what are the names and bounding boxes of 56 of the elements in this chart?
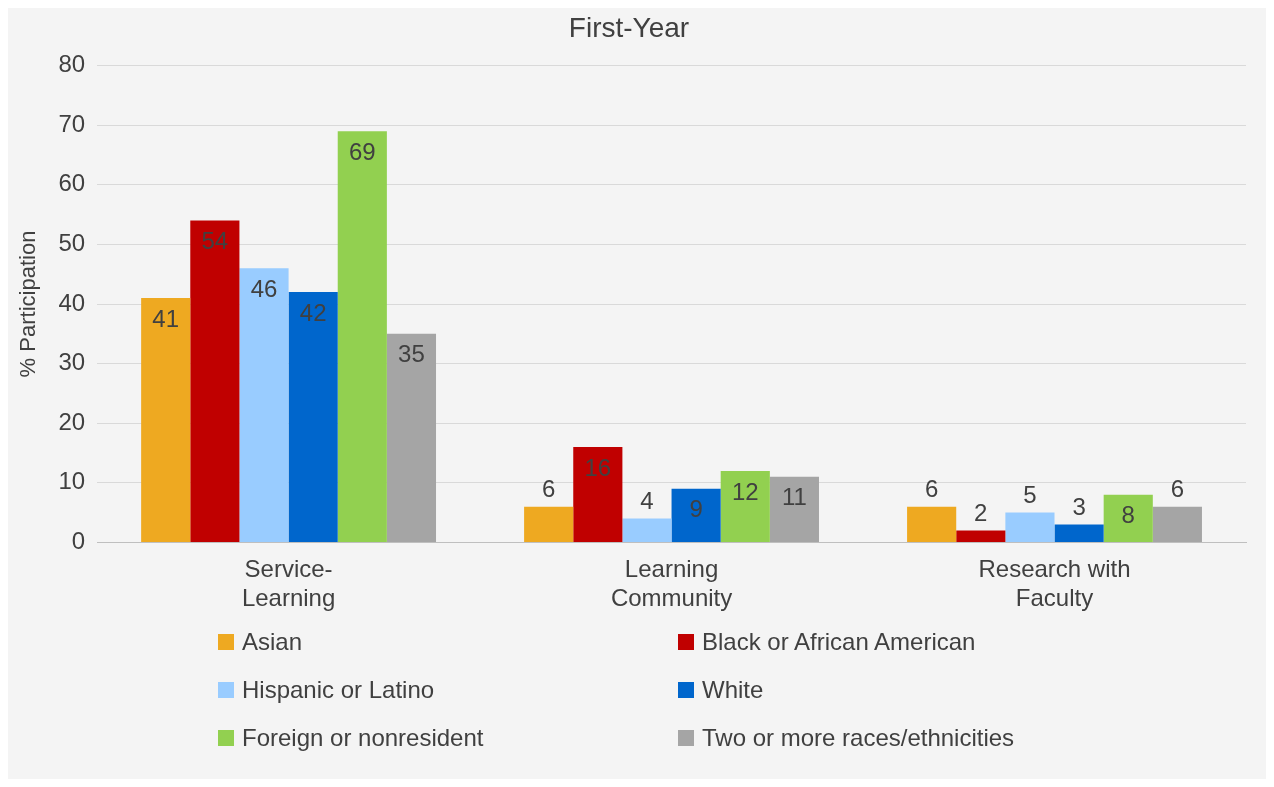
data-label: 16 [584, 453, 612, 481]
bar [573, 447, 623, 542]
y-tick-label: 50 [58, 229, 86, 257]
bar [337, 131, 387, 542]
y-tick-label: 70 [58, 109, 86, 137]
bar [141, 298, 191, 542]
bar [622, 518, 672, 542]
bar [1054, 524, 1104, 542]
data-label: 6 [1170, 475, 1185, 503]
bar [1103, 494, 1153, 542]
bar [671, 488, 721, 542]
data-label: 9 [689, 495, 703, 523]
bar [769, 476, 819, 542]
x-tick-label: Learning Community [610, 555, 733, 612]
data-label: 12 [731, 477, 759, 505]
legend-label: Black or African American [702, 628, 976, 656]
legend-label: Hispanic or Latino [242, 676, 435, 704]
y-tick-label: 60 [58, 169, 86, 197]
legend-label: Asian [242, 628, 303, 656]
data-label: 42 [299, 298, 327, 326]
bar [386, 333, 437, 542]
y-tick-label: 40 [58, 288, 86, 316]
data-label: 46 [250, 274, 278, 302]
data-label: 2 [974, 499, 988, 527]
legend-label: White [702, 676, 764, 704]
bar [1005, 512, 1055, 542]
x-tick-label: Research with Faculty [978, 555, 1131, 612]
data-label: 3 [1072, 493, 1086, 521]
data-label: 69 [348, 137, 376, 165]
data-label: 4 [640, 487, 654, 515]
data-label: 11 [781, 483, 807, 511]
data-label: 6 [924, 475, 939, 503]
bar [239, 268, 289, 542]
data-label: 6 [542, 475, 556, 503]
bar [190, 220, 240, 542]
y-tick-label: 80 [58, 50, 86, 78]
data-label: 5 [1023, 481, 1037, 509]
y-tick-label: 10 [58, 467, 86, 495]
y-tick-label: 20 [58, 407, 86, 435]
chart-title: First-Year [568, 11, 690, 43]
y-axis-title: % Participation [15, 230, 41, 378]
bar [956, 530, 1006, 542]
y-tick-label: 0 [71, 527, 86, 555]
bar [288, 292, 338, 542]
data-label: 8 [1121, 501, 1135, 529]
x-tick-label: Service-Learning [241, 555, 336, 612]
bar [1152, 506, 1202, 542]
bar [524, 506, 574, 542]
bar [907, 506, 957, 542]
data-label: 41 [152, 304, 180, 332]
bar [720, 470, 770, 542]
legend-label: Foreign or nonresident [242, 724, 484, 752]
data-label: 35 [398, 340, 425, 368]
legend-label: Two or more races/ethnicities [702, 724, 1015, 752]
y-tick-label: 30 [58, 348, 86, 376]
data-label: 54 [201, 227, 229, 255]
